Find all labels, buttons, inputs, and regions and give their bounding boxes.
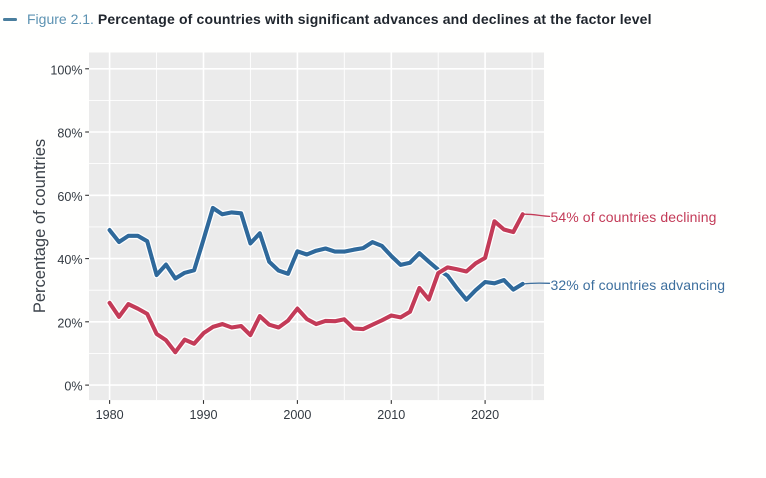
svg-text:1990: 1990 bbox=[189, 408, 217, 422]
svg-text:0%: 0% bbox=[64, 380, 82, 394]
svg-text:2020: 2020 bbox=[471, 408, 499, 422]
svg-text:1980: 1980 bbox=[96, 408, 124, 422]
svg-text:2000: 2000 bbox=[283, 408, 311, 422]
svg-text:20%: 20% bbox=[57, 316, 82, 330]
svg-text:60%: 60% bbox=[57, 190, 82, 204]
svg-text:100%: 100% bbox=[50, 63, 82, 77]
svg-text:80%: 80% bbox=[57, 127, 82, 141]
svg-text:40%: 40% bbox=[57, 253, 82, 267]
svg-text:2010: 2010 bbox=[377, 408, 405, 422]
